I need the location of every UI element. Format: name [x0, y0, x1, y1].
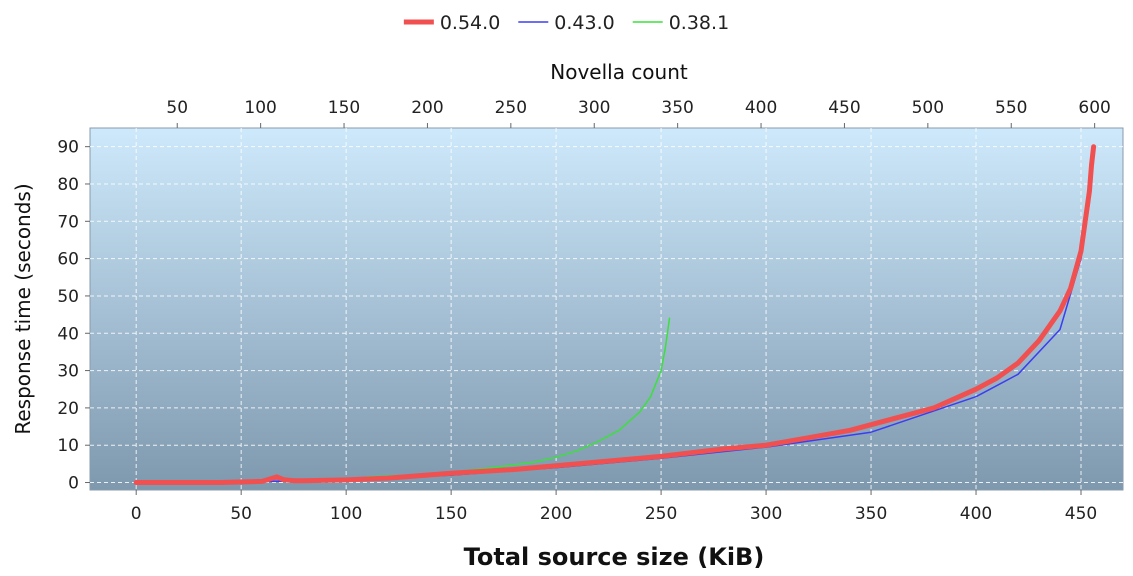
- x2-tick-label: 500: [912, 98, 944, 118]
- x2-tick-label: 550: [995, 98, 1027, 118]
- x-tick-label: 450: [1065, 504, 1097, 524]
- x-tick-label: 350: [855, 504, 887, 524]
- x-tick-label: 250: [645, 504, 677, 524]
- x2-tick-label: 200: [411, 98, 443, 118]
- x2-tick-label: 150: [328, 98, 360, 118]
- legend-label: 0.38.1: [669, 12, 729, 34]
- x2-tick-label: 350: [661, 98, 693, 118]
- legend-label: 0.54.0: [440, 12, 500, 34]
- y-tick-label: 40: [57, 324, 79, 344]
- x-tick-label: 150: [435, 504, 467, 524]
- plot-area: [89, 127, 1124, 491]
- x2-tick-label: 400: [745, 98, 777, 118]
- series-line-0-54-0: [133, 144, 1097, 485]
- x2-tick-label: 600: [1078, 98, 1110, 118]
- x-tick-label: 400: [960, 504, 992, 524]
- y-tick-label: 30: [57, 362, 79, 382]
- x-tick-label: 50: [230, 504, 252, 524]
- gridlines: [90, 128, 1123, 490]
- y-tick-label: 60: [57, 250, 79, 270]
- x-axis-title: Total source size (KiB): [464, 543, 765, 571]
- legend-label: 0.43.0: [554, 12, 614, 34]
- y-tick-label: 20: [57, 399, 79, 419]
- y-tick-label: 0: [68, 474, 79, 494]
- x2-tick-label: 250: [495, 98, 527, 118]
- x-tick-label: 200: [540, 504, 572, 524]
- tick-layer: 0 50 100 150 200 250 300 350 400 450 0 10 20 30 40 50 60…: [57, 98, 1111, 524]
- y-tick-label: 80: [57, 175, 79, 195]
- x2-tick-label: 300: [578, 98, 610, 118]
- x-tick-label: 100: [330, 504, 362, 524]
- x2-tick-label: 50: [166, 98, 188, 118]
- y-tick-label: 90: [57, 138, 79, 158]
- x2-axis-title: Novella count: [550, 60, 688, 84]
- x2-tick-label: 450: [828, 98, 860, 118]
- y-tick-label: 50: [57, 287, 79, 307]
- y-axis-title: Response time (seconds): [11, 183, 35, 434]
- series-layer: [133, 144, 1097, 485]
- legend: 0.54.0 0.43.0 0.38.1: [403, 12, 729, 34]
- x-tick-label: 300: [750, 504, 782, 524]
- x-tick-label: 0: [131, 504, 142, 524]
- y-tick-label: 70: [57, 212, 79, 232]
- x2-tick-label: 100: [244, 98, 276, 118]
- y-tick-label: 10: [57, 436, 79, 456]
